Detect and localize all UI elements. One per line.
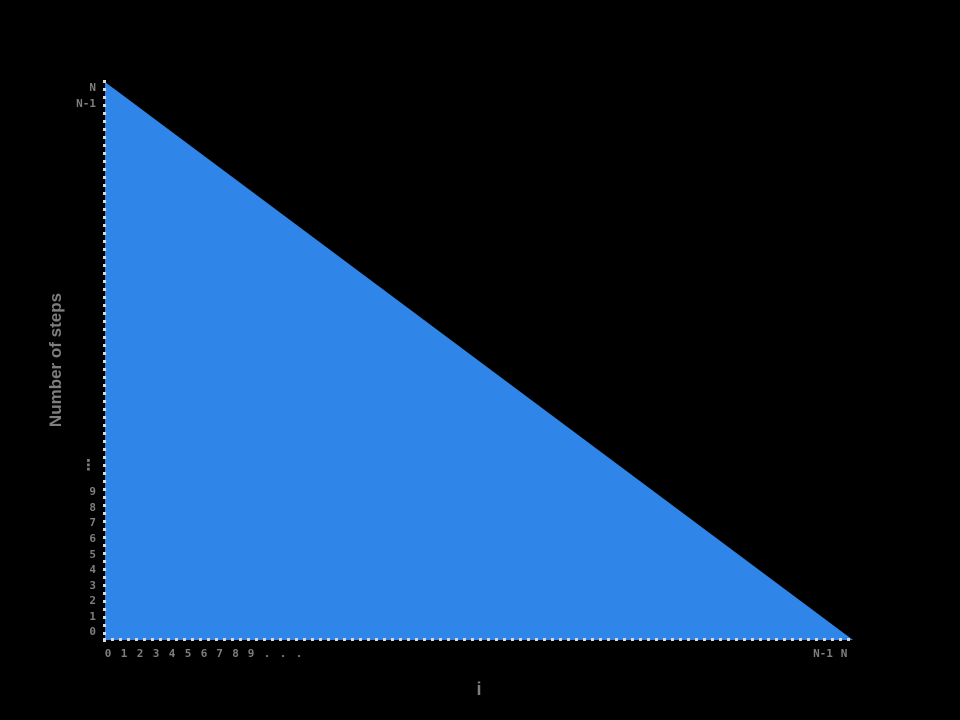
x-tick-label: . xyxy=(279,647,287,660)
x-axis-line xyxy=(103,638,854,641)
y-tick-label: 1 xyxy=(89,609,96,623)
x-tick-label: 0 xyxy=(104,647,112,660)
x-tick-label: 5 xyxy=(184,647,192,660)
y-tick-label: ⋮ xyxy=(81,456,96,474)
x-tick-label: 2 xyxy=(136,647,144,660)
x-tick-label: 3 xyxy=(152,647,160,660)
y-tick-label: N xyxy=(89,81,96,94)
y-tick-label: 6 xyxy=(89,531,96,545)
y-axis-label: Number of steps xyxy=(46,292,65,428)
area-fill-polygon xyxy=(105,82,853,640)
x-axis-label: i xyxy=(476,679,482,699)
x-tick-label: . xyxy=(263,647,271,660)
x-tick-label: 8 xyxy=(232,647,239,660)
x-tick-label: 7 xyxy=(216,647,223,660)
y-axis-line xyxy=(103,80,106,642)
x-tick-label: 9 xyxy=(247,647,255,660)
x-tick-label: 1 xyxy=(120,647,128,660)
x-tick-label: 6 xyxy=(200,647,208,660)
x-tick-label: N xyxy=(840,647,848,660)
y-tick-label: 2 xyxy=(89,594,96,607)
y-tick-label: 4 xyxy=(89,563,96,576)
x-tick-label: N-1 xyxy=(813,647,833,660)
y-tick-label: 3 xyxy=(89,578,96,592)
y-tick-label: 7 xyxy=(89,516,96,529)
y-tick-label: 5 xyxy=(89,547,96,561)
y-tick-label: 0 xyxy=(89,625,96,638)
y-tick-label: N-1 xyxy=(76,97,96,110)
x-tick-label: 4 xyxy=(168,647,176,660)
y-tick-label: 8 xyxy=(89,500,96,514)
x-tick-label: . xyxy=(295,647,303,660)
y-tick-label: 9 xyxy=(89,485,96,498)
